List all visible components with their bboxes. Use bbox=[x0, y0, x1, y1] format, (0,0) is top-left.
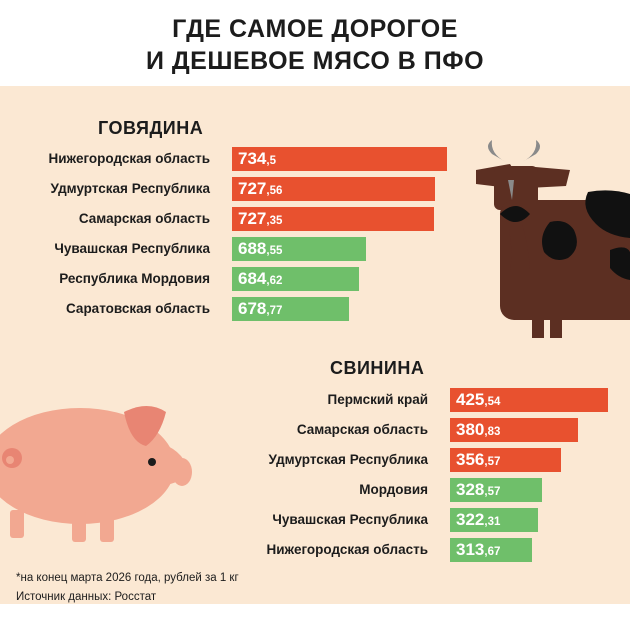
row-label: Республика Мордовия bbox=[59, 271, 210, 286]
bar-value-label: 425,54 bbox=[456, 388, 500, 414]
bar bbox=[450, 448, 562, 472]
value-fraction-part: ,5 bbox=[266, 155, 276, 167]
value-fraction-part: ,62 bbox=[266, 275, 283, 287]
value-integer-part: 356 bbox=[456, 450, 485, 469]
bar bbox=[450, 508, 538, 532]
value-fraction-part: ,35 bbox=[266, 215, 283, 227]
bar bbox=[232, 267, 360, 291]
pork-section-title: СВИНИНА bbox=[330, 358, 425, 378]
bar-value-label: 328,57 bbox=[456, 478, 500, 504]
value-fraction-part: ,55 bbox=[266, 245, 283, 257]
value-fraction-part: ,57 bbox=[484, 456, 501, 468]
bar bbox=[450, 478, 543, 502]
footnote-source: Источник данных: Росстат bbox=[16, 591, 157, 603]
value-fraction-part: ,31 bbox=[484, 516, 501, 528]
bar-value-label: 380,83 bbox=[456, 418, 500, 444]
bar-value-label: 688,55 bbox=[238, 237, 282, 263]
value-fraction-part: ,67 bbox=[484, 546, 501, 558]
value-integer-part: 727 bbox=[238, 179, 267, 198]
row-label: Удмуртская Республика bbox=[268, 452, 428, 467]
row-label: Пермский край bbox=[327, 392, 428, 407]
bar-value-label: 727,56 bbox=[238, 177, 282, 203]
bar-value-label: 356,57 bbox=[456, 448, 500, 474]
title-line-2: И ДЕШЕВОЕ МЯСО В ПФО bbox=[145, 47, 485, 75]
value-integer-part: 322 bbox=[456, 510, 485, 529]
bar bbox=[450, 388, 608, 412]
value-fraction-part: ,56 bbox=[266, 185, 283, 197]
bar bbox=[232, 177, 435, 201]
value-fraction-part: ,57 bbox=[484, 486, 501, 498]
value-integer-part: 678 bbox=[238, 299, 267, 318]
row-label: Нижегородская область bbox=[266, 542, 429, 557]
bar bbox=[232, 237, 367, 261]
beef-section-title: ГОВЯДИНА bbox=[98, 118, 204, 138]
value-integer-part: 684 bbox=[238, 269, 267, 288]
bar-value-label: 734,5 bbox=[238, 147, 276, 173]
row-label: Чувашская Республика bbox=[54, 241, 210, 256]
value-integer-part: 380 bbox=[456, 420, 485, 439]
bar bbox=[232, 147, 447, 171]
value-integer-part: 313 bbox=[456, 540, 485, 559]
bar bbox=[450, 418, 578, 442]
value-integer-part: 425 bbox=[456, 390, 485, 409]
row-label: Нижегородская область bbox=[48, 151, 211, 166]
cow-icon bbox=[476, 140, 630, 338]
row-label: Самарская область bbox=[78, 211, 210, 226]
row-label: Саратовская область bbox=[66, 301, 210, 316]
value-integer-part: 727 bbox=[238, 209, 267, 228]
value-fraction-part: ,83 bbox=[484, 426, 501, 438]
bar-value-label: 322,31 bbox=[456, 508, 500, 534]
bar-value-label: 313,67 bbox=[456, 538, 500, 564]
bar bbox=[232, 297, 349, 321]
value-integer-part: 688 bbox=[238, 239, 267, 258]
row-label: Чувашская Республика bbox=[272, 512, 428, 527]
bar-value-label: 684,62 bbox=[238, 267, 282, 293]
value-fraction-part: ,54 bbox=[484, 396, 501, 408]
footnote-note: *на конец марта 2026 года, рублей за 1 к… bbox=[16, 572, 239, 584]
value-integer-part: 734 bbox=[238, 149, 267, 168]
value-fraction-part: ,77 bbox=[266, 305, 283, 317]
pig-icon bbox=[0, 406, 192, 542]
bar-value-label: 727,35 bbox=[238, 207, 282, 233]
row-label: Удмуртская Республика bbox=[50, 181, 210, 196]
bar bbox=[450, 538, 532, 562]
row-label: Самарская область bbox=[296, 422, 428, 437]
bar bbox=[232, 207, 435, 231]
bar-value-label: 678,77 bbox=[238, 297, 282, 323]
value-integer-part: 328 bbox=[456, 480, 485, 499]
row-label: Мордовия bbox=[359, 482, 428, 497]
title-line-1: ГДЕ САМОЕ ДОРОГОЕ bbox=[172, 15, 458, 43]
